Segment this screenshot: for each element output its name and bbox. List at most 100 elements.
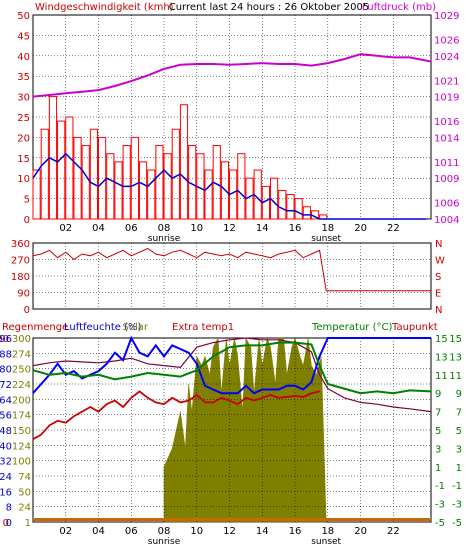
solar-y-tick: 24 bbox=[18, 503, 31, 514]
solar-title: Solar bbox=[123, 322, 149, 333]
solar-area bbox=[163, 337, 327, 523]
wind-bar bbox=[302, 206, 311, 220]
solar-y-tick: 150 bbox=[12, 426, 31, 437]
x-tick-label: 12 bbox=[223, 526, 236, 537]
x-tick-label: 22 bbox=[387, 526, 400, 537]
x-tick-label: 20 bbox=[354, 526, 367, 537]
temp-y-tick: 5 bbox=[435, 426, 441, 437]
pressure-title: Luftdruck (mb) bbox=[362, 2, 436, 13]
sunset-label: sunset bbox=[311, 234, 341, 244]
compass-label: N bbox=[435, 239, 442, 250]
x-tick-label: 14 bbox=[256, 526, 269, 537]
wind-bar bbox=[204, 169, 213, 220]
wind-bar bbox=[57, 120, 66, 220]
humidity-y-tick: 80 bbox=[0, 365, 12, 376]
sunrise-label: sunrise bbox=[148, 234, 181, 244]
direction-y-tick: 180 bbox=[11, 272, 30, 283]
pressure-y-tick: 1004 bbox=[434, 215, 459, 226]
wind-bar bbox=[286, 194, 295, 220]
wind-bar bbox=[138, 161, 148, 220]
wind-bar bbox=[147, 169, 156, 220]
humidity-y-tick: 96 bbox=[0, 334, 12, 345]
direction-y-tick: 270 bbox=[11, 256, 30, 267]
wind-y-tick: 15 bbox=[17, 154, 30, 165]
wind-bar bbox=[294, 198, 303, 220]
wind-bar bbox=[163, 153, 172, 220]
direction-y-tick: 0 bbox=[24, 305, 30, 316]
pressure-y-tick: 1006 bbox=[434, 199, 459, 210]
humidity-y-tick: 0 bbox=[6, 518, 12, 529]
direction-y-tick: 360 bbox=[11, 239, 30, 250]
solar-y-tick: 174 bbox=[12, 411, 31, 422]
rain-title: Regenmenge bbox=[2, 322, 68, 333]
x-tick-label: 04 bbox=[92, 526, 105, 537]
humidity-y-tick: 24 bbox=[0, 472, 12, 483]
x-tick-label: 04 bbox=[92, 223, 105, 234]
dewpoint-y-tick: -1 bbox=[452, 481, 462, 492]
compass-label: S bbox=[435, 272, 441, 283]
wind-title: Windgeschwindigkeit (kmh) bbox=[35, 2, 174, 13]
x-tick-label: 02 bbox=[59, 526, 72, 537]
x-tick-label: 06 bbox=[125, 526, 138, 537]
humidity-title: Luftfeuchte (%) bbox=[64, 322, 142, 333]
humidity-y-tick: 64 bbox=[0, 395, 12, 406]
wind-bar bbox=[237, 153, 246, 220]
dewpoint-line bbox=[32, 337, 432, 413]
temp-y-tick: 9 bbox=[435, 389, 441, 400]
x-tick-label: 16 bbox=[289, 223, 302, 234]
x-tick-label: 10 bbox=[190, 223, 203, 234]
wind-bar bbox=[122, 145, 131, 220]
wind-bar bbox=[65, 116, 74, 220]
wind-y-tick: 45 bbox=[17, 31, 30, 42]
humidity-y-tick: 48 bbox=[0, 426, 12, 437]
temp-title: Temperatur (°C) bbox=[311, 322, 392, 333]
temp-y-tick: 7 bbox=[435, 408, 441, 419]
pressure-y-tick: 1011 bbox=[434, 158, 459, 169]
temp-y-tick: 13 bbox=[435, 352, 448, 363]
x-tick-label: 12 bbox=[223, 223, 236, 234]
wind-y-tick: 30 bbox=[17, 93, 30, 104]
wind-bar bbox=[32, 169, 41, 220]
x-tick-label: 22 bbox=[387, 223, 400, 234]
wind-bar bbox=[253, 169, 262, 220]
solar-y-tick: 200 bbox=[12, 395, 31, 406]
wind-bar bbox=[130, 136, 139, 220]
wind-bar bbox=[73, 136, 82, 220]
solar-y-tick: 100 bbox=[12, 457, 31, 468]
wind-bar bbox=[106, 153, 115, 220]
solar-y-tick: 274 bbox=[12, 349, 31, 360]
x-tick-label: 10 bbox=[190, 526, 203, 537]
humidity-y-tick: 40 bbox=[0, 441, 12, 452]
x-tick-label: 06 bbox=[125, 223, 138, 234]
wind-y-tick: 20 bbox=[17, 133, 30, 144]
pressure-line bbox=[32, 53, 432, 98]
solar-y-tick: 74 bbox=[18, 472, 31, 483]
temp-y-tick: 1 bbox=[435, 463, 441, 474]
pressure-y-tick: 1009 bbox=[434, 174, 459, 185]
rain-baseline bbox=[34, 518, 430, 521]
chart-title: Current last 24 hours : 26 Oktober 2005 bbox=[169, 2, 370, 13]
x-tick-label: 18 bbox=[321, 526, 334, 537]
humidity-y-tick: 88 bbox=[0, 349, 12, 360]
humidity-y-tick: 72 bbox=[0, 380, 12, 391]
dewpoint-y-tick: 7 bbox=[456, 408, 462, 419]
x-tick-label: 14 bbox=[256, 223, 269, 234]
temp-y-tick: 15 bbox=[435, 334, 448, 345]
wind-bar bbox=[89, 128, 99, 220]
wind-bar bbox=[171, 128, 180, 220]
sunset-label: sunset bbox=[311, 537, 341, 547]
pressure-y-tick: 1016 bbox=[434, 117, 459, 128]
pressure-y-tick: 1014 bbox=[434, 133, 459, 144]
dewpoint-y-tick: 11 bbox=[449, 371, 462, 382]
solar-y-tick: 250 bbox=[12, 365, 31, 376]
wind-bar bbox=[278, 189, 287, 220]
dewpoint-y-tick: 9 bbox=[456, 389, 462, 400]
wind-bar bbox=[179, 104, 189, 220]
solar-y-tick: 1 bbox=[25, 518, 31, 529]
direction-y-tick: 90 bbox=[17, 289, 30, 300]
pressure-y-tick: 1024 bbox=[434, 52, 459, 63]
x-tick-label: 16 bbox=[289, 526, 302, 537]
x-tick-label: 08 bbox=[158, 223, 171, 234]
rain-y-tick: 100 bbox=[0, 334, 9, 345]
